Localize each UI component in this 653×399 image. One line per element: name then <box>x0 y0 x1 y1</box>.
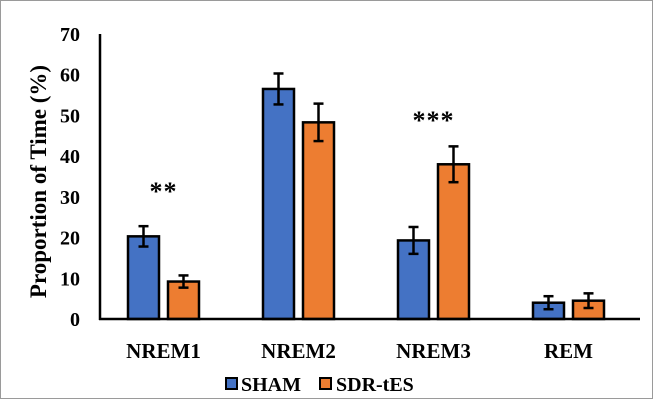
category-label-nrem3: NREM3 <box>396 339 471 363</box>
y-tick-label: 70 <box>60 24 80 46</box>
significance-label: ** <box>150 177 178 206</box>
significance-label: *** <box>413 106 455 135</box>
y-tick-label: 40 <box>60 146 80 168</box>
y-tick-label: 20 <box>60 228 80 250</box>
y-tick-label: 30 <box>60 187 80 209</box>
significance-labels: ***** <box>150 106 455 206</box>
bar-sham-nrem1 <box>126 235 161 321</box>
category-label-nrem2: NREM2 <box>261 339 336 363</box>
y-axis-label: Proportion of Time (%) <box>26 65 51 298</box>
category-label-nrem1: NREM1 <box>126 339 201 363</box>
legend-swatch-sdr-tes <box>319 377 332 390</box>
bar-sdr-tes-nrem2 <box>301 121 336 321</box>
y-tick-label: 60 <box>60 65 80 87</box>
y-tick-label: 10 <box>60 268 80 290</box>
category-label-rem: REM <box>544 339 593 363</box>
bar-sdr-tes-nrem3 <box>436 163 471 321</box>
legend-label-sham: SHAM <box>241 374 301 396</box>
error-bars <box>138 72 594 311</box>
legend-label-sdr-tes: SDR-tES <box>336 374 414 396</box>
bars <box>126 87 606 321</box>
bar-sham-nrem2 <box>261 87 296 321</box>
category-labels: NREM1 NREM2 NREM3 REM <box>126 339 593 363</box>
legend: SHAM SDR-tES <box>225 374 414 396</box>
legend-swatch-sham <box>225 377 238 390</box>
y-tick-labels: 0 10 20 30 40 50 60 70 <box>60 24 80 331</box>
y-tick-label: 50 <box>60 105 80 127</box>
y-tick-label: 0 <box>70 309 80 331</box>
axes <box>98 34 640 321</box>
